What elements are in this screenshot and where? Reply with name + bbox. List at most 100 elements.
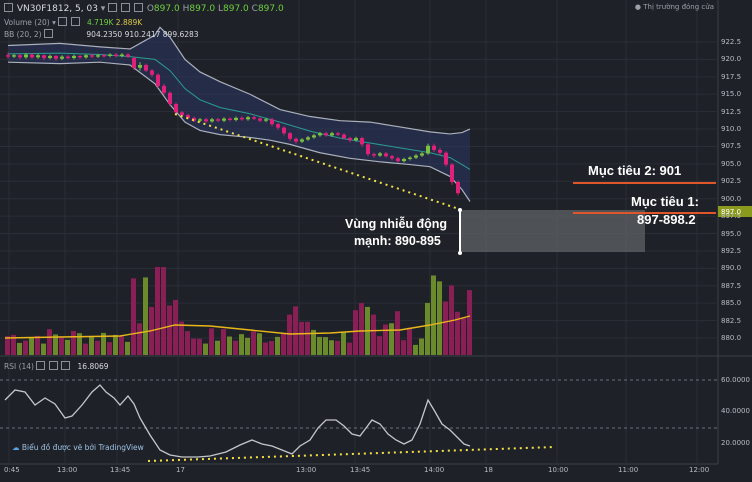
open-label: O bbox=[146, 4, 154, 14]
volume-bar bbox=[161, 267, 166, 355]
rsi-legend[interactable]: RSI (14) 16.8069 bbox=[4, 361, 109, 371]
volume-bar bbox=[125, 341, 130, 355]
volume-bar bbox=[437, 281, 442, 355]
volume-bar bbox=[59, 337, 64, 355]
time-axis-label: 13:00 bbox=[57, 466, 78, 474]
volume-settings-icon[interactable] bbox=[58, 17, 68, 26]
volume-bar bbox=[83, 343, 88, 355]
candle-body bbox=[84, 55, 88, 58]
candle-body bbox=[114, 54, 118, 56]
candle-body bbox=[270, 119, 274, 125]
resistance-trendline bbox=[174, 113, 463, 211]
symbol-header[interactable]: VN30F1812, 5, 03 ▾ O897.0 H897.0 L897.0 … bbox=[4, 3, 284, 14]
candle-body bbox=[438, 149, 442, 153]
candle-body bbox=[24, 54, 28, 58]
volume-bar bbox=[275, 336, 280, 355]
volume-bar bbox=[431, 275, 436, 355]
volume-ma-line bbox=[4, 315, 471, 339]
volume-bar bbox=[65, 339, 70, 355]
candle-body bbox=[198, 119, 202, 121]
volume-bar bbox=[107, 342, 112, 355]
bb-fill bbox=[8, 27, 470, 202]
candle-body bbox=[78, 55, 82, 58]
collapse-toggle-icon[interactable] bbox=[4, 3, 13, 12]
time-axis-label: 12:00 bbox=[689, 466, 710, 474]
volume-bar bbox=[101, 332, 106, 355]
candle-body bbox=[384, 153, 388, 157]
candle-body bbox=[144, 64, 148, 71]
price-axis-label: 887.5 bbox=[721, 281, 742, 290]
indicator-icon[interactable] bbox=[133, 3, 143, 12]
bb-value-3: 899.6283 bbox=[162, 30, 199, 39]
price-axis-label: 910.0 bbox=[721, 125, 742, 134]
candle-body bbox=[66, 56, 70, 59]
volume-bar bbox=[407, 327, 412, 355]
rsi-eye-icon[interactable] bbox=[48, 361, 58, 370]
candle-body bbox=[348, 138, 352, 141]
open-value: 897.0 bbox=[153, 4, 180, 14]
candle-body bbox=[330, 133, 334, 136]
price-axis-label: 900.0 bbox=[721, 194, 742, 203]
time-axis-label: 10:00 bbox=[548, 466, 569, 474]
volume-bar bbox=[413, 344, 418, 355]
candle-body bbox=[156, 74, 160, 86]
candle-body bbox=[420, 153, 424, 156]
volume-bar bbox=[239, 334, 244, 355]
volume-bar bbox=[395, 311, 400, 355]
bb-legend[interactable]: BB (20, 2) 904.2350 910.2417 899.6283 bbox=[4, 29, 199, 39]
price-axis-label: 922.5 bbox=[721, 38, 742, 46]
volume-bar bbox=[47, 329, 52, 355]
volume-bar bbox=[143, 277, 148, 355]
rsi-axis-label: 40.0000 bbox=[721, 407, 750, 415]
close-label: C bbox=[251, 4, 258, 14]
volume-bar bbox=[89, 336, 94, 355]
target1-label-line1: Mục tiêu 1: bbox=[631, 194, 699, 209]
time-axis-label: 13:00 bbox=[296, 466, 317, 474]
candle-body bbox=[168, 92, 172, 104]
volume-bar bbox=[221, 329, 226, 355]
dropdown-caret-icon[interactable]: ▾ bbox=[100, 4, 106, 14]
rsi-label[interactable]: RSI (14) bbox=[4, 362, 34, 371]
bb-label[interactable]: BB (20, 2) bbox=[4, 30, 42, 39]
volume-bar bbox=[401, 340, 406, 355]
settings-icon[interactable] bbox=[108, 3, 118, 12]
volume-bar bbox=[119, 336, 124, 355]
price-axis-label: 917.5 bbox=[721, 72, 742, 81]
volume-bar bbox=[317, 336, 322, 355]
price-axis-label: 895.0 bbox=[721, 229, 742, 238]
rsi-axis-label: 60.0000 bbox=[721, 376, 750, 384]
volume-bar bbox=[389, 323, 394, 355]
candle-body bbox=[162, 85, 166, 93]
bb-value-2: 910.2417 bbox=[124, 30, 161, 39]
watermark-text[interactable]: Biểu đồ được vẽ bởi TradingView bbox=[21, 443, 144, 452]
candle-body bbox=[264, 119, 268, 121]
volume-bar bbox=[371, 314, 376, 355]
volume-eye-icon[interactable] bbox=[70, 17, 80, 26]
candle-body bbox=[60, 56, 64, 59]
candle-body bbox=[450, 164, 454, 182]
candle-body bbox=[132, 58, 136, 68]
rsi-close-icon[interactable] bbox=[61, 361, 71, 370]
candle-body bbox=[138, 64, 142, 68]
candle-body bbox=[36, 55, 40, 58]
volume-bar bbox=[191, 338, 196, 355]
tradingview-watermark[interactable]: ☁ Biểu đồ được vẽ bởi TradingView bbox=[12, 443, 144, 452]
volume-legend[interactable]: Volume (20) ▾ 4.719K 2.889K bbox=[4, 17, 142, 27]
price-candles bbox=[6, 52, 460, 196]
volume-bar bbox=[341, 331, 346, 355]
price-axis-label: 905.0 bbox=[721, 159, 742, 168]
volume-caret-icon[interactable]: ▾ bbox=[52, 18, 56, 27]
bb-settings-icon[interactable] bbox=[44, 29, 54, 38]
candle-body bbox=[300, 139, 304, 142]
tradingview-logo-icon[interactable]: ☁ bbox=[12, 443, 20, 452]
candle-body bbox=[324, 133, 328, 136]
volume-label[interactable]: Volume (20) bbox=[4, 18, 50, 27]
rsi-settings-icon[interactable] bbox=[36, 361, 46, 370]
compare-icon[interactable] bbox=[121, 3, 131, 12]
candle-body bbox=[42, 55, 46, 59]
symbol-label[interactable]: VN30F1812, 5, 03 bbox=[16, 4, 98, 14]
candle-body bbox=[180, 112, 184, 116]
volume-bar bbox=[179, 321, 184, 355]
volume-bar bbox=[455, 311, 460, 355]
